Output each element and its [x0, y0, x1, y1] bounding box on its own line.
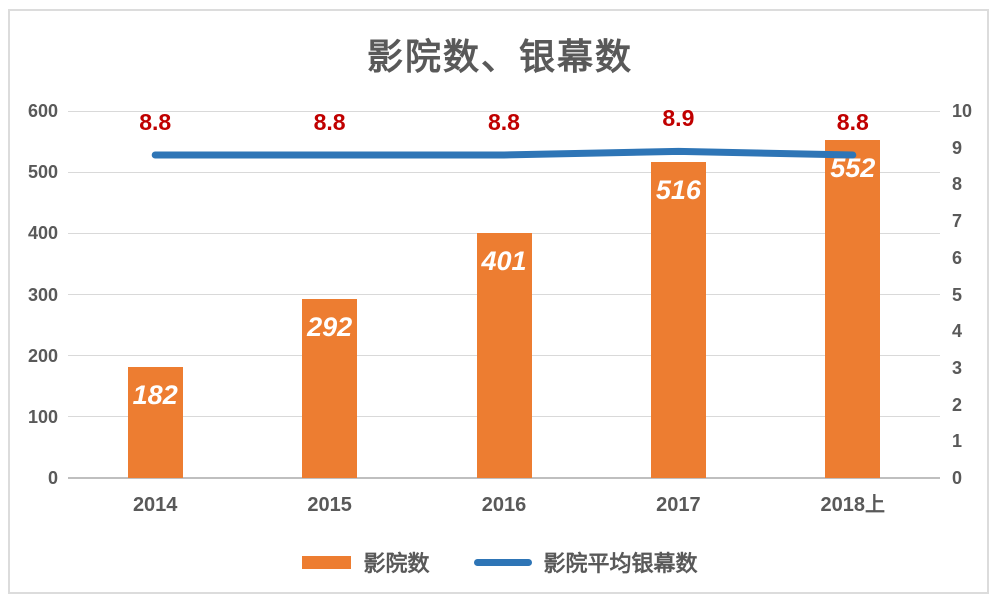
x-axis-label-2015: 2015	[307, 494, 352, 516]
legend-label-cinema-count: 影院数	[363, 551, 430, 576]
bar-series-swatch	[302, 555, 352, 569]
right-axis-tick-8: 8	[952, 174, 963, 195]
right-axis-tick-0: 0	[952, 468, 963, 488]
bar-value-label-2014: 182	[132, 379, 178, 410]
bar-2018上: 552	[825, 140, 881, 478]
bar-2016: 401	[476, 232, 532, 478]
bar-2017: 516	[650, 162, 706, 478]
bar-2015: 292	[302, 299, 358, 478]
chart-title: 影院数、银幕数	[366, 36, 633, 77]
right-axis-tick-5: 5	[952, 284, 963, 305]
x-axis-label-2017: 2017	[656, 494, 701, 516]
left-axis-tick-0: 0	[47, 468, 58, 488]
x-axis-label-2018上: 2018上	[820, 494, 886, 516]
bar-value-label-2015: 292	[307, 312, 353, 343]
line-series-avg-screens	[151, 147, 857, 159]
gridline-0	[68, 477, 940, 479]
line-value-label-2018上: 8.8	[836, 109, 869, 136]
right-axis-tick-4: 4	[952, 321, 963, 342]
gridline-500	[68, 171, 940, 173]
line-series-swatch	[473, 558, 532, 566]
bar-value-label-2017: 516	[655, 175, 701, 206]
left-axis-tick-500: 500	[27, 162, 58, 183]
line-value-label-2016: 8.8	[488, 109, 520, 136]
gridline-600	[68, 110, 940, 112]
legend-item-avg-screens: 影院平均银幕数	[473, 546, 698, 578]
left-axis-tick-200: 200	[27, 345, 58, 366]
left-axis-tick-300: 300	[27, 284, 58, 305]
legend-label-avg-screens: 影院平均银幕数	[543, 551, 698, 576]
right-axis-tick-6: 6	[952, 247, 963, 268]
right-axis-tick-10: 10	[952, 101, 973, 121]
left-axis-tick-600: 600	[27, 101, 58, 121]
right-axis-tick-1: 1	[952, 431, 963, 452]
legend-item-cinema-count: 影院数	[302, 546, 430, 578]
x-axis-label-2016: 2016	[481, 494, 527, 516]
right-axis-tick-2: 2	[952, 394, 963, 415]
x-axis-label-2014: 2014	[132, 494, 178, 516]
bar-value-label-2016: 401	[481, 245, 527, 276]
line-value-label-2015: 8.8	[313, 109, 346, 136]
right-axis-tick-9: 9	[952, 137, 963, 158]
bar-2014: 182	[127, 366, 183, 478]
left-axis-tick-100: 100	[27, 406, 58, 427]
left-axis-tick-400: 400	[27, 223, 58, 244]
legend: 影院数 影院平均银幕数	[0, 547, 1000, 577]
line-value-label-2017: 8.9	[662, 105, 695, 132]
right-axis-tick-7: 7	[952, 211, 963, 232]
right-axis-tick-3: 3	[952, 357, 963, 378]
line-value-label-2014: 8.8	[139, 109, 172, 136]
avg-screens-line	[151, 147, 857, 159]
